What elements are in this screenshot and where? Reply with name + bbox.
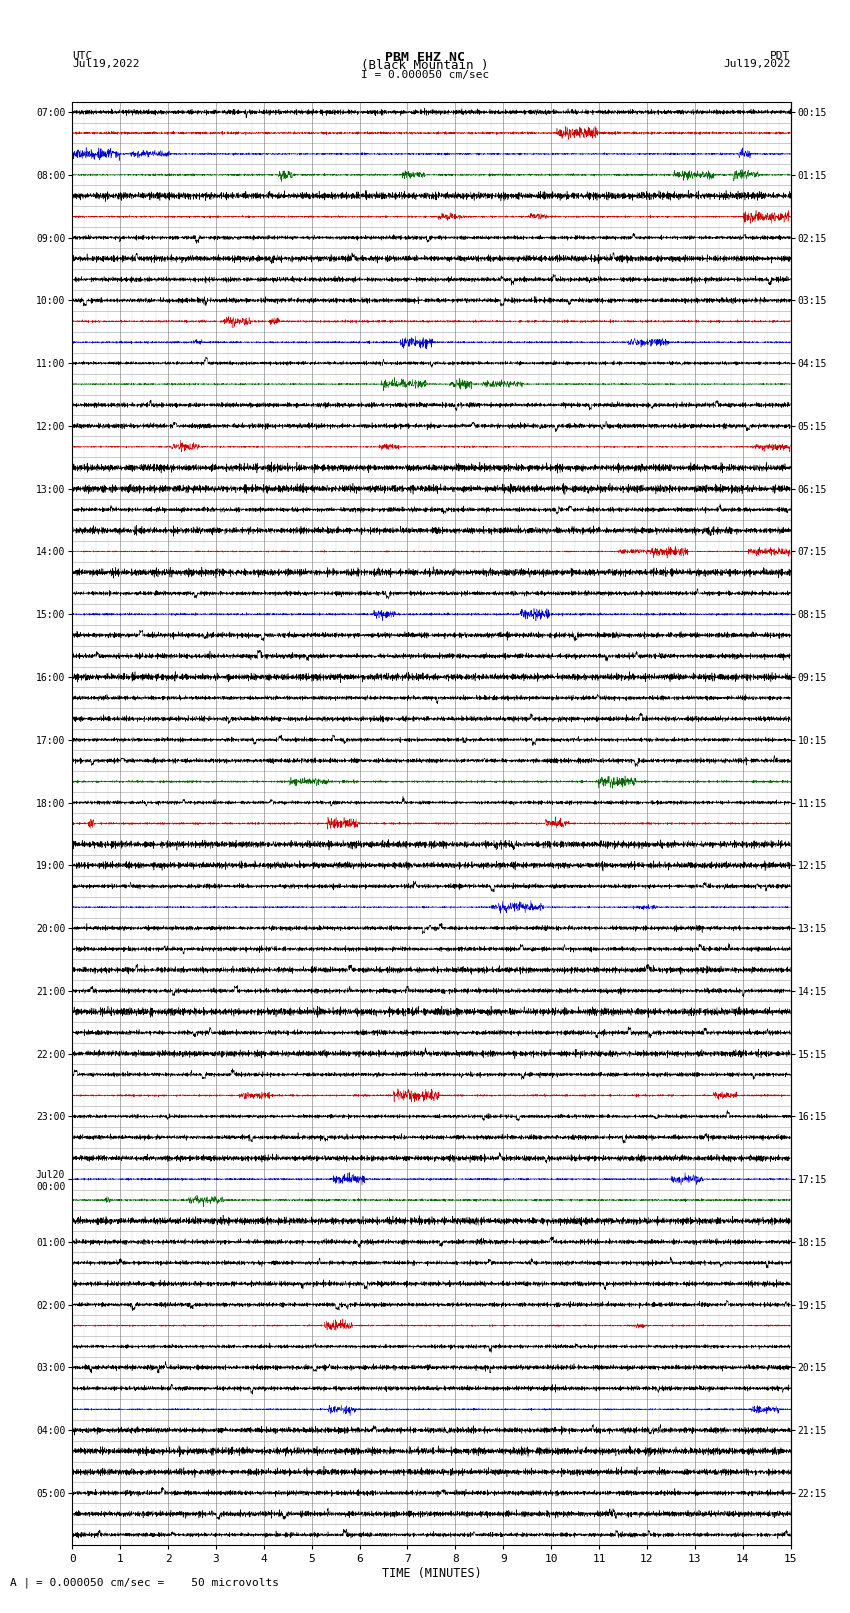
Text: UTC: UTC — [72, 52, 93, 61]
Text: A |: A | — [10, 1578, 31, 1589]
Text: = 0.000050 cm/sec =    50 microvolts: = 0.000050 cm/sec = 50 microvolts — [36, 1578, 279, 1587]
Text: (Black Mountain ): (Black Mountain ) — [361, 58, 489, 71]
Text: Jul19,2022: Jul19,2022 — [72, 60, 139, 69]
Text: PBM EHZ NC: PBM EHZ NC — [385, 50, 465, 65]
X-axis label: TIME (MINUTES): TIME (MINUTES) — [382, 1568, 481, 1581]
Text: PDT: PDT — [770, 52, 790, 61]
Text: I = 0.000050 cm/sec: I = 0.000050 cm/sec — [361, 69, 489, 79]
Text: Jul19,2022: Jul19,2022 — [723, 60, 791, 69]
